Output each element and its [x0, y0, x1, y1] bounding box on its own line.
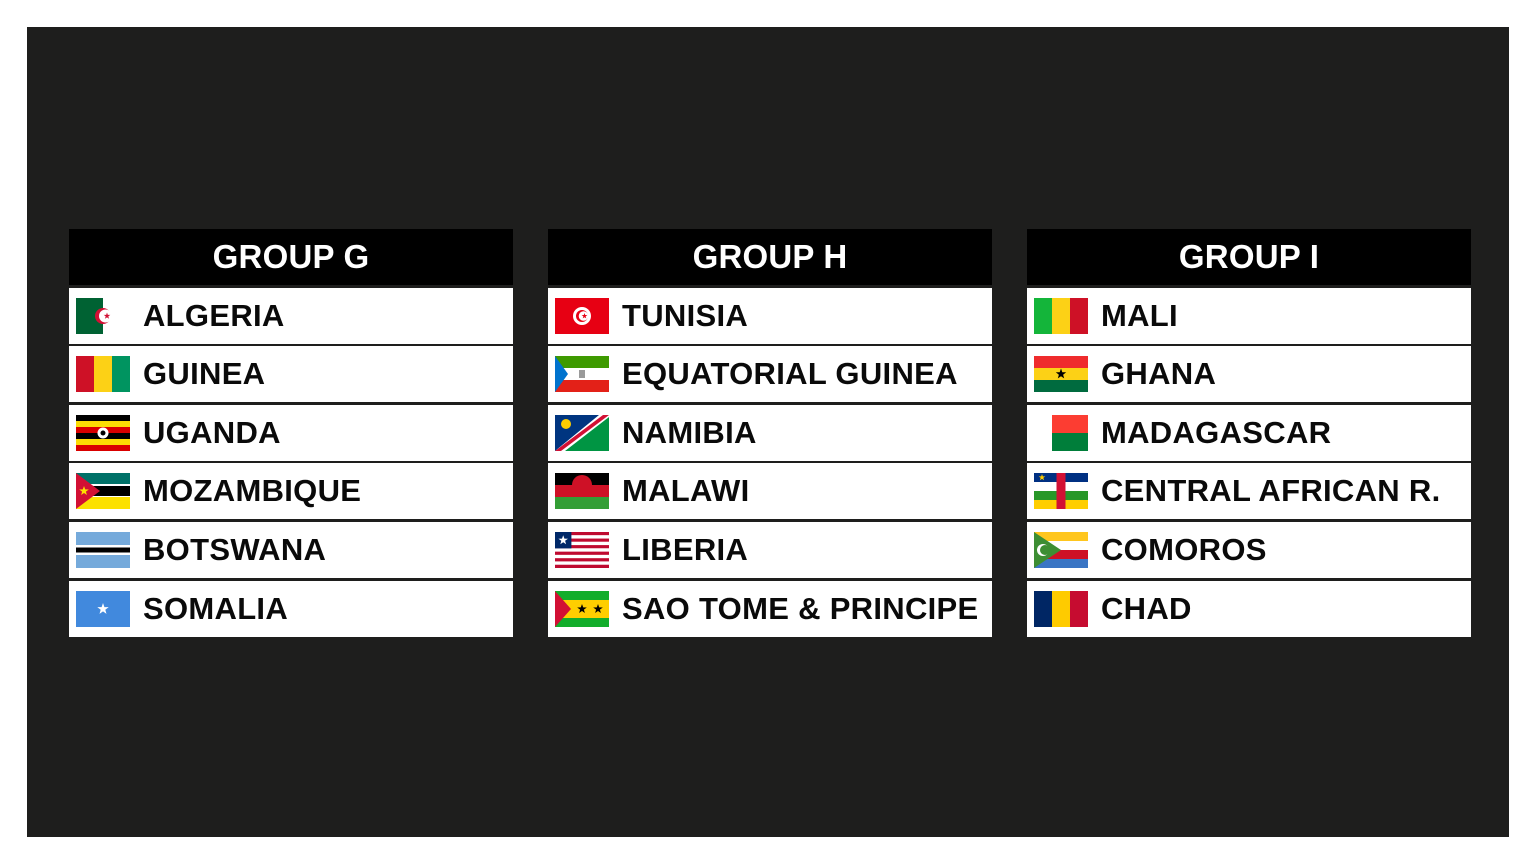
team-name: SAO TOME & PRINCIPE: [622, 590, 979, 626]
group-title: GROUP I: [1027, 229, 1471, 285]
group-title: GROUP G: [69, 229, 513, 285]
team-row: MALAWI: [548, 463, 992, 520]
team-name: GHANA: [1101, 356, 1217, 392]
team-name: MADAGASCAR: [1101, 414, 1332, 450]
team-row: EQUATORIAL GUINEA: [548, 346, 992, 403]
chad-flag-icon: [1034, 590, 1088, 627]
team-row: SOMALIA: [69, 580, 513, 637]
team-row: LIBERIA: [548, 521, 992, 578]
liberia-flag-icon: [555, 531, 609, 568]
equatorial-guinea-flag-icon: [555, 356, 609, 393]
team-row: TUNISIA: [548, 287, 992, 344]
group-title: GROUP H: [548, 229, 992, 285]
ghana-flag-icon: [1034, 356, 1088, 393]
team-row: GHANA: [1027, 346, 1471, 403]
team-name: MALAWI: [622, 473, 750, 509]
team-name: GUINEA: [143, 356, 266, 392]
team-name: LIBERIA: [622, 531, 749, 567]
team-row: CENTRAL AFRICAN R.: [1027, 463, 1471, 520]
madagascar-flag-icon: [1034, 414, 1088, 451]
team-row: MOZAMBIQUE: [69, 463, 513, 520]
mozambique-flag-icon: [76, 473, 130, 510]
team-name: NAMIBIA: [622, 414, 757, 450]
team-row: MADAGASCAR: [1027, 404, 1471, 461]
team-name: ALGERIA: [143, 297, 285, 333]
team-name: UGANDA: [143, 414, 281, 450]
group-g: GROUP G ALGERIA GUINEA UGANDA MOZAMBIQUE…: [69, 229, 513, 637]
somalia-flag-icon: [76, 590, 130, 627]
team-name: CHAD: [1101, 590, 1192, 626]
uganda-flag-icon: [76, 414, 130, 451]
team-name: EQUATORIAL GUINEA: [622, 356, 958, 392]
team-name: MOZAMBIQUE: [143, 473, 362, 509]
team-row: GUINEA: [69, 346, 513, 403]
team-row: NAMIBIA: [548, 404, 992, 461]
team-row: ALGERIA: [69, 287, 513, 344]
comoros-flag-icon: [1034, 531, 1088, 568]
team-row: SAO TOME & PRINCIPE: [548, 580, 992, 637]
malawi-flag-icon: [555, 473, 609, 510]
team-row: MALI: [1027, 287, 1471, 344]
group-h: GROUP H TUNISIA EQUATORIAL GUINEA NAMIBI…: [548, 229, 992, 637]
tunisia-flag-icon: [555, 297, 609, 334]
central-african-republic-flag-icon: [1034, 473, 1088, 510]
mali-flag-icon: [1034, 297, 1088, 334]
team-row: COMOROS: [1027, 521, 1471, 578]
team-name: BOTSWANA: [143, 531, 327, 567]
namibia-flag-icon: [555, 414, 609, 451]
sao-tome-flag-icon: [555, 590, 609, 627]
group-i: GROUP I MALI GHANA MADAGASCAR CENTRAL AF…: [1027, 229, 1471, 637]
team-name: MALI: [1101, 297, 1178, 333]
team-name: SOMALIA: [143, 590, 289, 626]
team-row: UGANDA: [69, 404, 513, 461]
algeria-flag-icon: [76, 297, 130, 334]
team-name: CENTRAL AFRICAN R.: [1101, 473, 1441, 509]
guinea-flag-icon: [76, 356, 130, 393]
team-row: BOTSWANA: [69, 521, 513, 578]
team-name: TUNISIA: [622, 297, 749, 333]
team-row: CHAD: [1027, 580, 1471, 637]
botswana-flag-icon: [76, 531, 130, 568]
team-name: COMOROS: [1101, 531, 1267, 567]
